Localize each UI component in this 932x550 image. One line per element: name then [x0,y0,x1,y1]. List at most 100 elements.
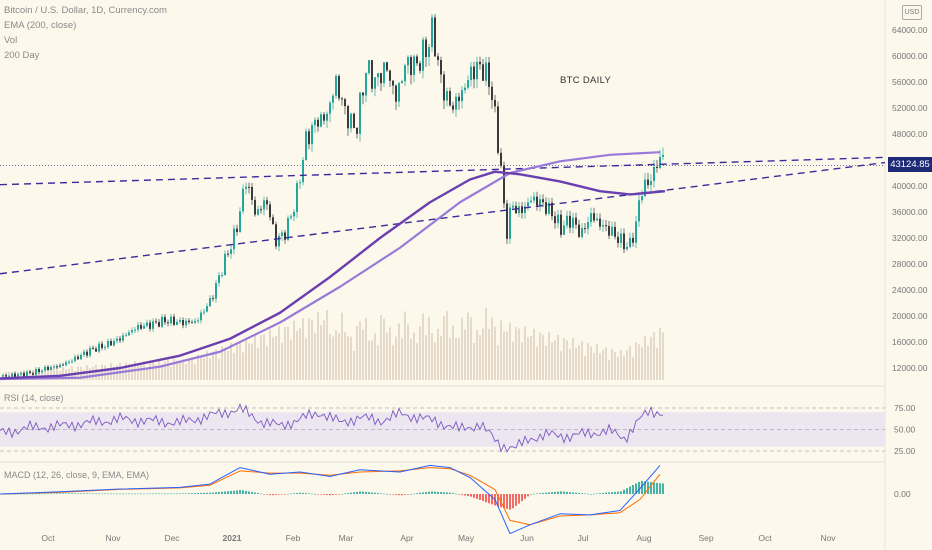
price-tick-label: 36000.00 [892,207,928,217]
candle-body [20,372,22,375]
macd-histogram-bar [53,493,55,495]
volume-bar [272,337,274,380]
volume-bar [569,349,571,380]
candle-body [566,215,568,226]
macd-histogram-bar [197,493,199,494]
macd-histogram-bar [599,493,601,494]
volume-bar [215,349,217,380]
candle-body [611,226,613,236]
macd-histogram-bar [647,481,649,494]
volume-bar [149,360,151,380]
candle-body [107,341,109,348]
macd-histogram-bar [644,481,646,494]
candle-body [398,83,400,102]
candle-body [158,322,160,327]
macd-histogram-bar [257,493,259,494]
candle-body [461,90,463,102]
volume-bar [101,364,103,380]
candle-body [455,96,457,110]
volume-bar [614,352,616,380]
volume-bar [155,364,157,380]
candle-body [374,77,376,89]
volume-bar [293,320,295,380]
candle-body [602,225,604,227]
candle-body [431,17,433,47]
candle-body [530,200,532,203]
candle-body [635,221,637,243]
candle-body [494,99,496,107]
volume-bar [527,336,529,380]
volume-bar [245,337,247,380]
volume-bar [563,337,565,380]
macd-histogram-bar [527,494,529,497]
candle-body [152,321,154,329]
macd-histogram-bar [407,494,409,495]
macd-histogram-bar [395,494,397,495]
macd-histogram-bar [488,494,490,504]
candle-body [560,214,562,235]
macd-histogram-bar [245,490,247,494]
macd-histogram-bar [323,494,325,495]
candle-body [89,347,91,356]
candle-body [509,207,511,239]
macd-histogram-bar [149,493,151,495]
macd-histogram-bar [590,494,592,495]
macd-histogram-bar [125,493,127,495]
macd-histogram-bar [560,491,562,494]
volume-bar [632,357,634,380]
macd-histogram-bar [269,494,271,496]
volume-bar [254,334,256,380]
candle-body [17,374,19,378]
macd-histogram-bar [638,481,640,494]
candle-body [449,91,451,106]
candle-body [173,316,175,325]
candle-body [368,60,370,74]
candle-body [203,311,205,313]
candle-body [506,203,508,239]
volume-bar [56,368,58,380]
candle-body [575,217,577,225]
candle-body [80,355,82,360]
macd-histogram-bar [533,493,535,495]
macd-histogram-bar [29,493,31,495]
currency-badge[interactable]: USD [902,5,922,20]
macd-histogram-bar [506,494,508,509]
macd-histogram-bar [416,493,418,494]
candle-body [629,237,631,247]
macd-histogram-bar [620,491,622,494]
macd-histogram-bar [167,493,169,495]
macd-histogram-bar [362,491,364,494]
volume-bar [146,368,148,380]
macd-histogram-bar [338,494,340,495]
macd-histogram-bar [77,493,79,495]
candle-body [32,373,34,375]
macd-histogram-bar [182,493,184,495]
volume-bar [359,321,361,380]
volume-bar [212,351,214,380]
volume-bar [524,326,526,380]
volume-bar [275,336,277,380]
volume-bar [374,333,376,380]
macd-histogram-bar [41,493,43,495]
volume-bar [188,359,190,380]
candle-body [452,105,454,110]
candle-body [200,312,202,321]
macd-histogram-bar [104,493,106,495]
candle-body [365,73,367,96]
volume-bar [266,346,268,380]
volume-bar [170,366,172,380]
volume-bar [356,326,358,380]
macd-histogram-bar [296,493,298,494]
macd-histogram-bar [101,493,103,495]
volume-bar [95,364,97,380]
candle-body [545,202,547,214]
candle-body [248,186,250,188]
macd-histogram-bar [398,494,400,496]
macd-histogram-bar [152,493,154,495]
macd-label: MACD (12, 26, close, 9, EMA, EMA) [4,470,150,480]
candle-body [323,114,325,121]
candle-body [413,56,415,76]
macd-histogram-bar [632,485,634,494]
candle-body [605,225,607,227]
